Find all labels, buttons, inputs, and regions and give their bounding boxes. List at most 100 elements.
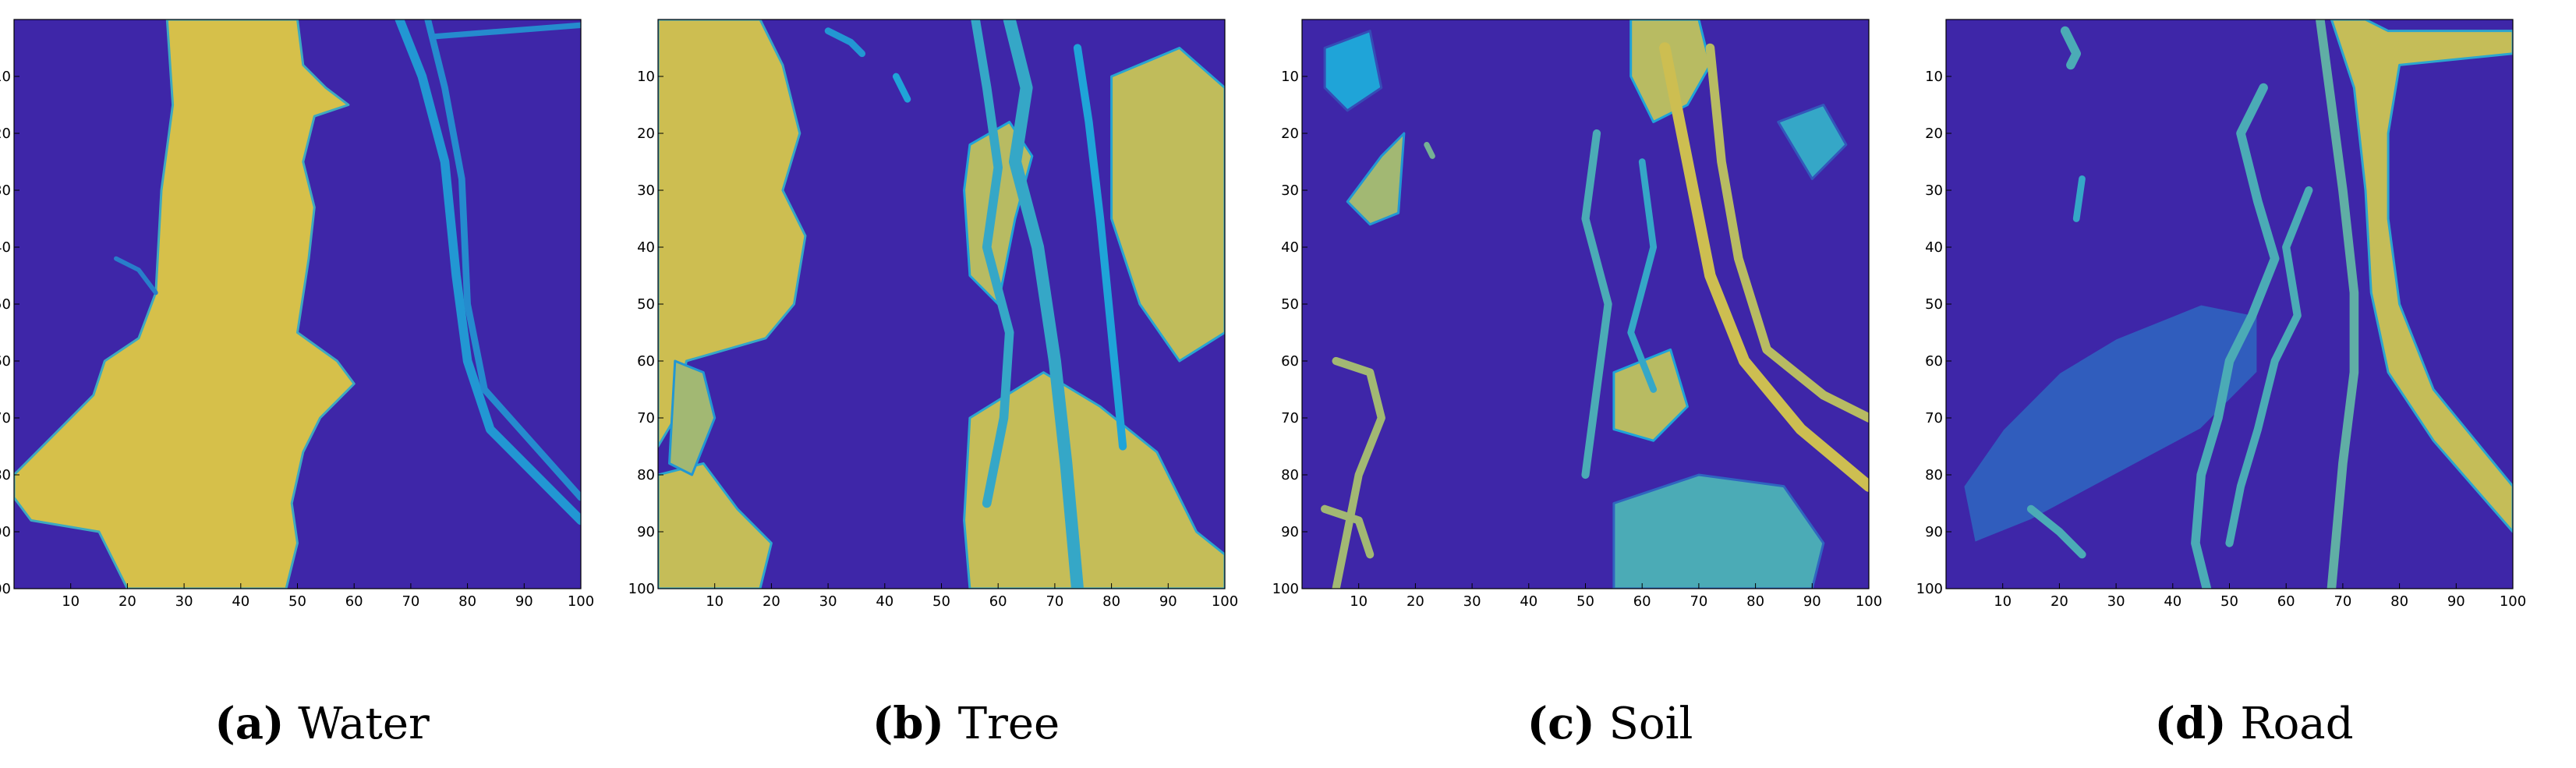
heatmap-region-tree-4 — [1110, 47, 1225, 363]
caption-letter-road: (d) — [2154, 698, 2227, 749]
caption-label-water: Water — [298, 699, 430, 749]
y-tick-label-water-80: 80 — [0, 467, 11, 483]
y-tick-label-road-70: 70 — [1925, 410, 1943, 426]
y-tick-label-soil-90: 90 — [1281, 524, 1299, 540]
heatmap-line-soil-7 — [1705, 43, 1869, 423]
y-tick-label-soil-100: 100 — [1272, 581, 1299, 597]
x-tick-label-soil-100: 100 — [1856, 593, 1882, 610]
y-tick-label-road-90: 90 — [1925, 524, 1943, 540]
x-tick-label-tree-100: 100 — [1212, 593, 1238, 610]
y-tick-label-soil-30: 30 — [1281, 182, 1299, 199]
x-tick-label-road-100: 100 — [2500, 593, 2526, 610]
heatmap-line-road-2 — [2060, 26, 2081, 70]
heatmap-region-soil-5 — [1323, 30, 1383, 112]
heatmap-water: 10 20 30 40 50 60 70 80 90 100 10 20 30 40 50 60 70 80 90 1… — [0, 19, 594, 610]
x-tick-label-road-50: 50 — [2220, 593, 2238, 610]
caption-water: (a) Water — [0, 698, 644, 749]
heatmap-line-water-2 — [424, 19, 581, 501]
x-tick-label-tree-40: 40 — [876, 593, 893, 610]
heatmap-region-tree-3 — [963, 371, 1225, 589]
panel-water: 10 20 30 40 50 60 70 80 90 100 10 20 30 40 50 60 70 80 90 1… — [0, 0, 644, 768]
caption-letter-soil: (c) — [1527, 698, 1595, 749]
heatmap-road: 10 20 30 40 50 60 70 80 90 100 10 20 30 40 50 60 70 80 90 1… — [1916, 19, 2526, 610]
y-tick-label-soil-60: 60 — [1281, 353, 1299, 370]
y-tick-label-tree-40: 40 — [637, 239, 655, 256]
y-tick-label-tree-100: 100 — [628, 581, 655, 597]
heatmap-region-water-0 — [14, 19, 356, 589]
caption-letter-water: (a) — [214, 698, 285, 749]
x-tick-label-water-50: 50 — [288, 593, 306, 610]
y-tick-label-road-30: 30 — [1925, 182, 1943, 199]
x-tick-label-tree-30: 30 — [819, 593, 837, 610]
y-tick-label-road-20: 20 — [1925, 126, 1943, 142]
x-tick-label-tree-60: 60 — [989, 593, 1007, 610]
x-tick-label-water-80: 80 — [458, 593, 476, 610]
x-tick-label-water-20: 20 — [119, 593, 136, 610]
heatmap-line-soil-9 — [1581, 129, 1612, 480]
x-tick-label-soil-20: 20 — [1407, 593, 1424, 610]
x-tick-label-tree-80: 80 — [1102, 593, 1120, 610]
heatmap-line-water-1 — [395, 19, 581, 526]
x-tick-label-water-100: 100 — [568, 593, 594, 610]
heatmap-region-soil-4 — [1777, 104, 1848, 180]
heatmap-line-soil-10 — [1627, 158, 1658, 393]
y-tick-label-tree-70: 70 — [637, 410, 655, 426]
caption-label-soil: Soil — [1608, 699, 1693, 749]
heatmap-region-road-0 — [1962, 303, 2259, 545]
y-tick-label-tree-20: 20 — [637, 126, 655, 142]
y-tick-label-tree-90: 90 — [637, 524, 655, 540]
panel-tree: 10 20 30 40 50 60 70 80 90 100 10 20 30 40 50 60 70 80 90 1… — [628, 0, 1288, 768]
y-tick-label-road-50: 50 — [1925, 296, 1943, 313]
heatmap-line-road-6 — [2072, 175, 2086, 222]
heatmap-line-road-3 — [2315, 19, 2359, 589]
panel-soil: 10 20 30 40 50 60 70 80 90 100 10 20 30 40 50 60 70 80 90 1… — [1272, 0, 1932, 768]
y-tick-label-soil-50: 50 — [1281, 296, 1299, 313]
y-tick-label-road-100: 100 — [1916, 581, 1943, 597]
heatmap-region-soil-2 — [1612, 348, 1689, 442]
x-tick-label-road-20: 20 — [2051, 593, 2068, 610]
x-tick-label-soil-30: 30 — [1463, 593, 1481, 610]
heatmap-line-soil-12 — [1424, 141, 1435, 159]
x-tick-label-soil-50: 50 — [1576, 593, 1594, 610]
heatmap-line-soil-8 — [1332, 356, 1385, 589]
caption-label-road: Road — [2240, 699, 2354, 749]
heatmap-line-tree-7 — [971, 19, 1014, 508]
y-tick-label-water-100: 100 — [0, 581, 11, 597]
heatmap-line-soil-6 — [1659, 42, 1869, 492]
heatmap-region-soil-1 — [1346, 132, 1406, 226]
y-tick-label-road-60: 60 — [1925, 353, 1943, 370]
x-tick-label-soil-40: 40 — [1520, 593, 1537, 610]
y-tick-label-water-90: 90 — [0, 524, 11, 540]
heatmap-tree: 10 20 30 40 50 60 70 80 90 100 10 20 30 40 50 60 70 80 90 1… — [628, 19, 1238, 610]
heatmap-line-tree-6 — [1003, 19, 1084, 589]
x-tick-label-water-70: 70 — [402, 593, 419, 610]
panel-road: 10 20 30 40 50 60 70 80 90 100 10 20 30 40 50 60 70 80 90 1… — [1916, 0, 2576, 768]
y-tick-label-water-40: 40 — [0, 239, 11, 256]
x-tick-label-road-70: 70 — [2334, 593, 2351, 610]
y-tick-label-tree-30: 30 — [637, 182, 655, 199]
y-tick-label-road-40: 40 — [1925, 239, 1943, 256]
y-tick-label-water-70: 70 — [0, 410, 11, 426]
heatmap-region-tree-1 — [658, 462, 773, 589]
x-tick-label-road-10: 10 — [1994, 593, 2012, 610]
heatmap-line-road-5 — [2225, 186, 2313, 547]
y-tick-label-water-50: 50 — [0, 296, 11, 313]
x-tick-label-water-40: 40 — [232, 593, 249, 610]
heatmap-line-road-4 — [2191, 83, 2280, 589]
caption-label-tree: Tree — [957, 699, 1060, 749]
x-tick-label-soil-10: 10 — [1350, 593, 1368, 610]
x-tick-label-soil-80: 80 — [1746, 593, 1764, 610]
heatmap-line-road-7 — [2026, 504, 2086, 559]
x-tick-label-soil-90: 90 — [1803, 593, 1821, 610]
x-tick-label-road-90: 90 — [2447, 593, 2465, 610]
x-tick-label-road-30: 30 — [2107, 593, 2125, 610]
x-tick-label-tree-90: 90 — [1159, 593, 1177, 610]
heatmap-region-tree-5 — [668, 359, 717, 476]
x-tick-label-tree-50: 50 — [932, 593, 950, 610]
x-tick-label-road-60: 60 — [2277, 593, 2295, 610]
y-tick-label-tree-10: 10 — [637, 69, 655, 85]
heatmap-line-tree-8 — [1073, 44, 1127, 451]
y-tick-label-water-60: 60 — [0, 353, 11, 370]
y-tick-label-tree-80: 80 — [637, 467, 655, 483]
x-tick-label-water-10: 10 — [62, 593, 80, 610]
